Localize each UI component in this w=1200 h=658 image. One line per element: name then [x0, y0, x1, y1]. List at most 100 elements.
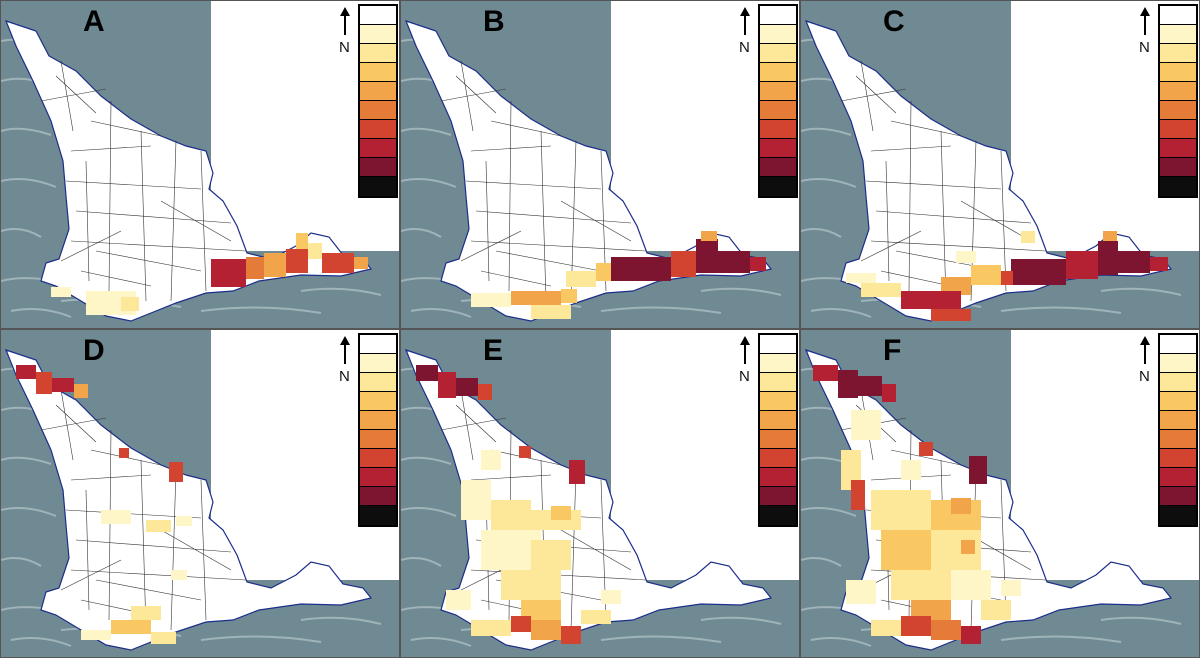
legend-swatch [360, 449, 396, 468]
legend-swatch [760, 6, 796, 25]
north-arrow-icon [740, 336, 750, 364]
legend-swatch [1160, 487, 1196, 506]
panel-letter: A [83, 5, 105, 38]
legend-swatch [760, 373, 796, 392]
color-legend [358, 333, 398, 527]
color-legend [1158, 4, 1198, 198]
legend-swatch [1160, 158, 1196, 177]
region-outline [804, 20, 1173, 322]
north-label: N [339, 39, 350, 56]
north-label: N [1139, 368, 1150, 385]
legend-swatch [360, 177, 396, 196]
legend-swatch [760, 506, 796, 525]
legend-swatch [1160, 449, 1196, 468]
legend-swatch [1160, 63, 1196, 82]
legend-swatch [760, 158, 796, 177]
legend-swatch [1160, 506, 1196, 525]
legend-swatch [1160, 6, 1196, 25]
heat-cells [416, 365, 621, 644]
panel-f: F N [800, 329, 1200, 658]
panel-b: B N [400, 0, 800, 329]
legend-swatch [1160, 430, 1196, 449]
legend-swatch [360, 335, 396, 354]
north-arrow-icon [340, 336, 350, 364]
legend-swatch [760, 25, 796, 44]
legend-swatch [760, 177, 796, 196]
legend-swatch [360, 158, 396, 177]
north-indicator: N [338, 7, 354, 59]
color-legend [758, 4, 798, 198]
legend-swatch [1160, 139, 1196, 158]
legend-swatch [1160, 120, 1196, 139]
legend-swatch [1160, 44, 1196, 63]
north-arrow-icon [340, 7, 350, 35]
north-indicator: N [338, 336, 354, 388]
panel-letter: B [483, 5, 505, 38]
legend-swatch [760, 139, 796, 158]
panel-e: E N [400, 329, 800, 658]
heat-cells [813, 365, 1021, 644]
heat-cells [51, 233, 368, 315]
legend-swatch [360, 120, 396, 139]
district-boundaries [40, 60, 247, 302]
panel-letter: E [483, 334, 504, 367]
panel-letter: D [83, 334, 105, 367]
legend-swatch [1160, 82, 1196, 101]
heat-cells [471, 231, 766, 319]
legend-swatch [1160, 354, 1196, 373]
district-boundaries [440, 60, 647, 302]
heat-cells [846, 231, 1168, 321]
legend-swatch [1160, 373, 1196, 392]
north-indicator: N [738, 7, 754, 59]
legend-swatch [360, 487, 396, 506]
legend-swatch [760, 44, 796, 63]
legend-swatch [360, 430, 396, 449]
legend-swatch [1160, 411, 1196, 430]
legend-swatch [360, 63, 396, 82]
north-arrow-icon [740, 7, 750, 35]
north-indicator: N [1138, 336, 1154, 388]
legend-swatch [760, 354, 796, 373]
heat-cells [16, 365, 192, 644]
legend-swatch [760, 468, 796, 487]
legend-swatch [760, 120, 796, 139]
legend-swatch [360, 468, 396, 487]
legend-swatch [760, 430, 796, 449]
legend-swatch [760, 449, 796, 468]
color-legend [758, 333, 798, 527]
legend-swatch [360, 101, 396, 120]
legend-swatch [1160, 101, 1196, 120]
panel-d: D N [0, 329, 400, 658]
legend-swatch [360, 139, 396, 158]
color-legend [358, 4, 398, 198]
legend-swatch [1160, 335, 1196, 354]
legend-swatch [360, 6, 396, 25]
legend-swatch [760, 487, 796, 506]
north-label: N [739, 368, 750, 385]
panel-letter: F [883, 334, 902, 367]
region-outline [404, 20, 773, 322]
legend-swatch [1160, 468, 1196, 487]
legend-swatch [1160, 25, 1196, 44]
legend-swatch [360, 373, 396, 392]
north-label: N [1139, 39, 1150, 56]
panel-c: C N [800, 0, 1200, 329]
legend-swatch [1160, 392, 1196, 411]
north-arrow-icon [1140, 7, 1150, 35]
legend-swatch [760, 101, 796, 120]
north-indicator: N [1138, 7, 1154, 59]
legend-swatch [360, 411, 396, 430]
legend-swatch [360, 392, 396, 411]
legend-swatch [360, 354, 396, 373]
panel-a: A N [0, 0, 400, 329]
legend-swatch [1160, 177, 1196, 196]
panel-letter: C [883, 5, 905, 38]
north-label: N [339, 368, 350, 385]
legend-swatch [760, 411, 796, 430]
panel-map [401, 1, 799, 328]
legend-swatch [760, 335, 796, 354]
panel-map [801, 330, 1199, 657]
color-legend [1158, 333, 1198, 527]
north-arrow-icon [1140, 336, 1150, 364]
